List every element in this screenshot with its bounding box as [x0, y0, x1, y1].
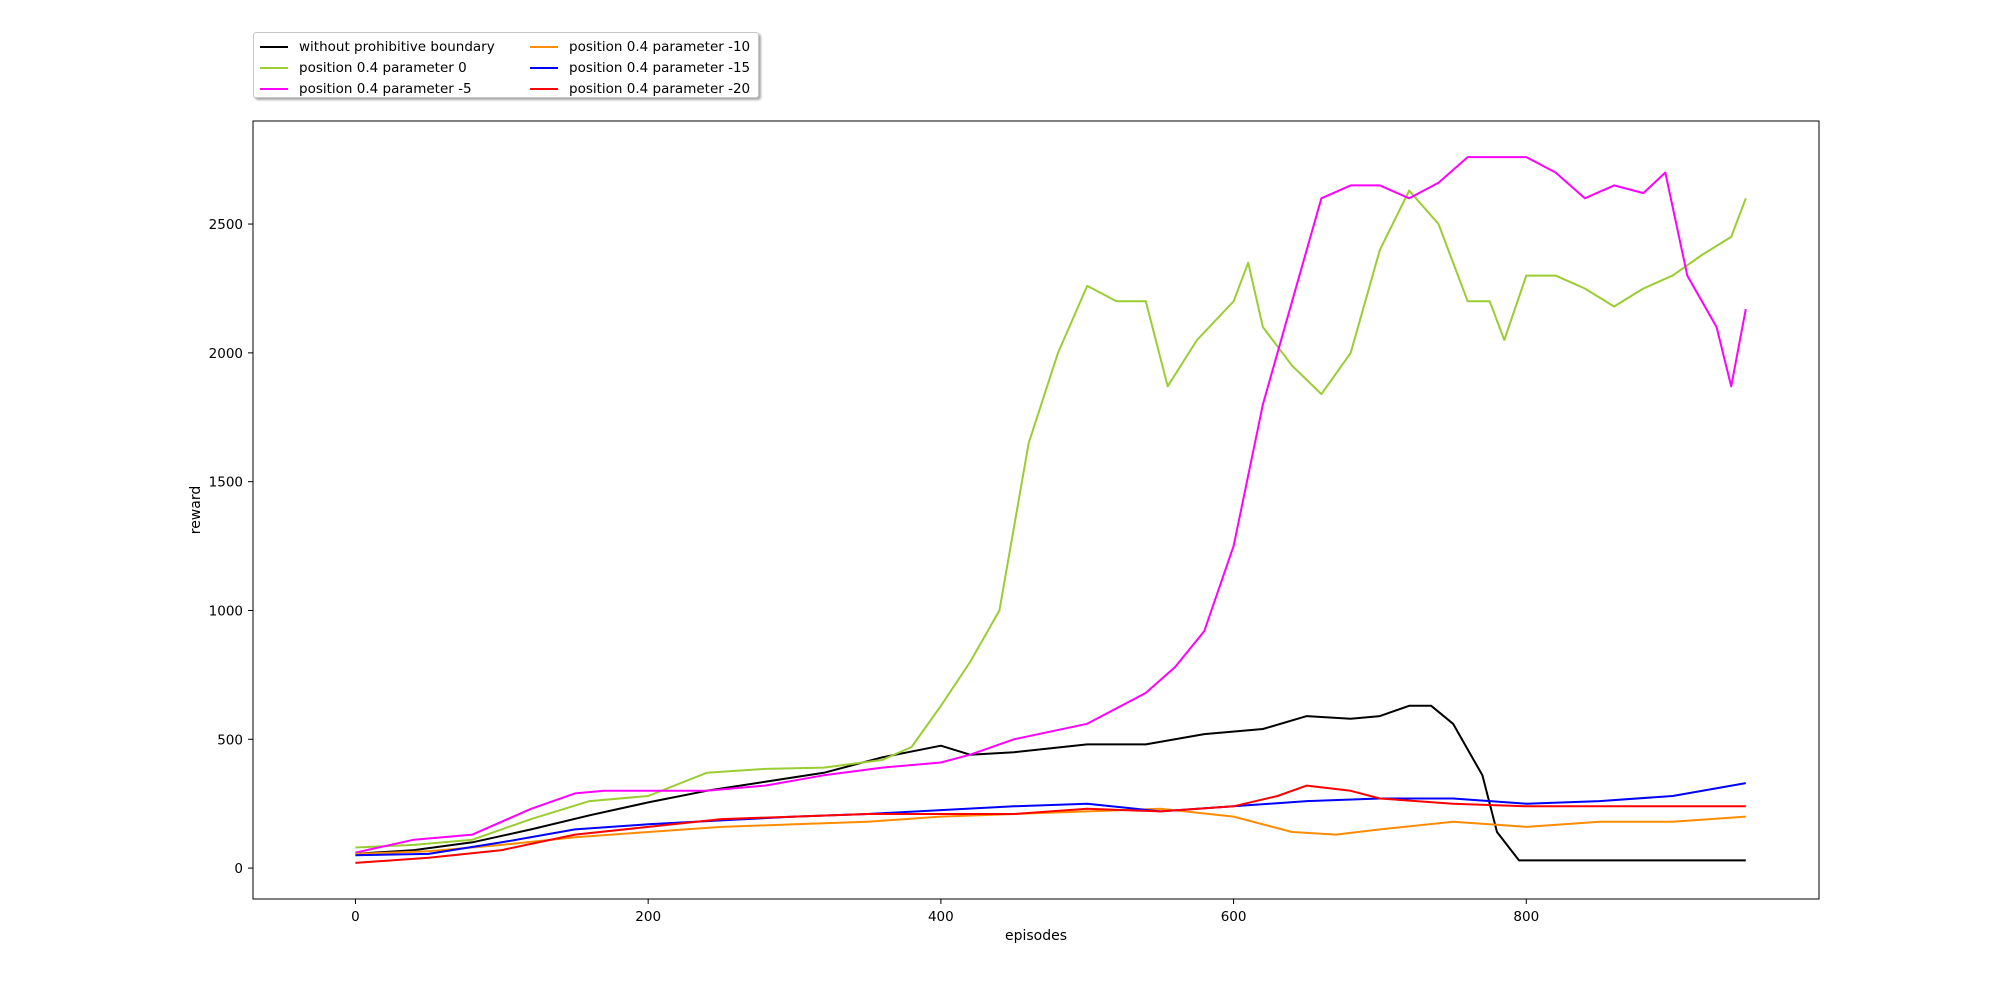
y-axis: 0 500 1000 1500 2000 2500	[209, 217, 253, 877]
legend-label: position 0.4 parameter -20	[569, 80, 751, 97]
legend-item: position 0.4 parameter -15	[530, 57, 760, 78]
legend-label: position 0.4 parameter -10	[569, 38, 751, 55]
legend-label: without prohibitive boundary	[299, 38, 495, 55]
legend-swatch	[260, 66, 288, 69]
legend-label: position 0.4 parameter 0	[299, 59, 467, 76]
legend-swatch	[530, 45, 558, 48]
legend-item: position 0.4 parameter -20	[530, 78, 760, 99]
y-tick-label: 1000	[209, 603, 243, 619]
series-line-3	[355, 156, 1747, 854]
legend-item: position 0.4 parameter -10	[530, 36, 760, 57]
legend-swatch	[260, 87, 288, 90]
legend-item: position 0.4 parameter -5	[260, 78, 530, 99]
x-tick-label: 800	[1513, 909, 1539, 925]
legend-item: position 0.4 parameter 0	[260, 57, 530, 78]
x-tick-label: 0	[351, 909, 360, 925]
x-tick-label: 400	[928, 909, 954, 925]
series-layer	[355, 156, 1747, 864]
legend-item: without prohibitive boundary	[260, 36, 530, 57]
y-tick-label: 1500	[209, 475, 243, 491]
x-tick-label: 200	[635, 909, 661, 925]
legend-label: position 0.4 parameter -5	[299, 80, 472, 97]
x-axis-label: episodes	[1005, 928, 1067, 944]
legend-swatch	[530, 66, 558, 69]
y-axis-label: reward	[188, 486, 204, 535]
legend-swatch	[530, 87, 558, 90]
legend-label: position 0.4 parameter -15	[569, 59, 751, 76]
x-tick-label: 600	[1221, 909, 1247, 925]
plot-area	[252, 120, 1820, 900]
y-tick-label: 500	[217, 732, 243, 748]
y-tick-label: 2000	[209, 346, 243, 362]
series-line-5	[355, 782, 1746, 857]
series-line-4	[355, 807, 1746, 855]
y-tick-label: 2500	[209, 217, 243, 233]
y-tick-label: 0	[234, 861, 243, 877]
series-line-6	[355, 784, 1746, 864]
legend-swatch	[260, 45, 288, 48]
series-line-1	[355, 704, 1746, 862]
series-line-2	[355, 189, 1747, 849]
chart-legend: without prohibitive boundary position 0.4…	[253, 32, 759, 98]
x-axis: 0 200 400 600 800	[351, 899, 1539, 925]
